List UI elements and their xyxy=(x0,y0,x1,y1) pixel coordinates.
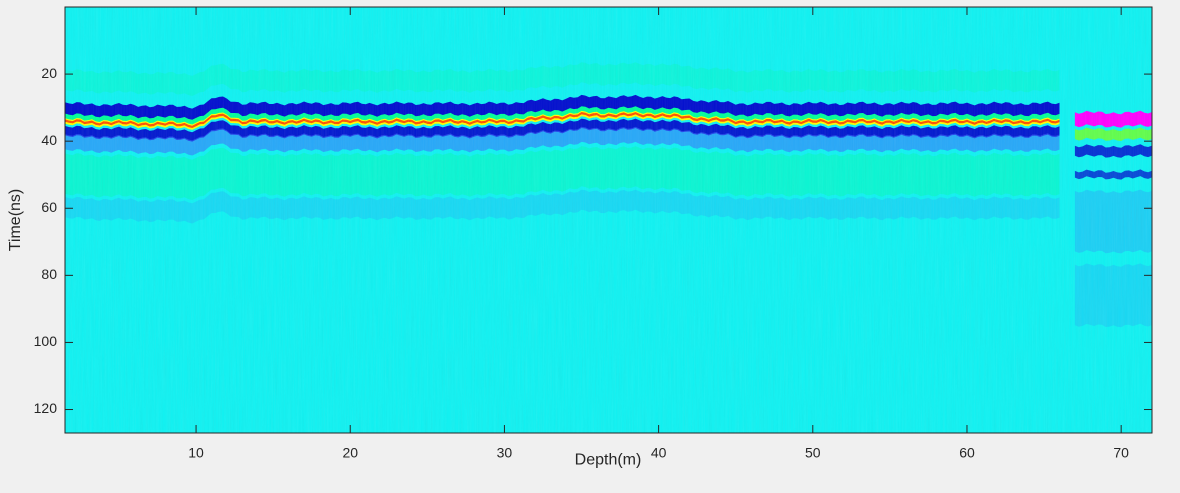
x-axis-label: Depth(m) xyxy=(575,451,642,468)
y-tick-label: 60 xyxy=(41,199,57,215)
y-tick-label: 40 xyxy=(41,132,57,148)
x-tick-label: 50 xyxy=(805,444,821,460)
y-axis: 20 40 60 80 100 120 xyxy=(34,65,1152,416)
x-tick-label: 20 xyxy=(342,444,358,460)
plot-frame xyxy=(64,6,1153,434)
x-tick-label: 40 xyxy=(651,444,667,460)
x-tick-label: 10 xyxy=(188,444,204,460)
y-axis-label: Time(ns) xyxy=(7,189,24,252)
x-tick-label: 30 xyxy=(497,444,513,460)
texture-overlay xyxy=(65,7,1152,433)
y-tick-label: 80 xyxy=(41,266,57,282)
x-tick-label: 70 xyxy=(1113,444,1129,460)
plot-area xyxy=(65,7,1152,433)
x-tick-label: 60 xyxy=(959,444,975,460)
x-axis: 10 20 30 40 50 60 70 xyxy=(188,7,1129,460)
y-tick-label: 100 xyxy=(34,333,58,349)
y-tick-label: 20 xyxy=(41,65,57,81)
y-tick-label: 120 xyxy=(34,400,58,416)
